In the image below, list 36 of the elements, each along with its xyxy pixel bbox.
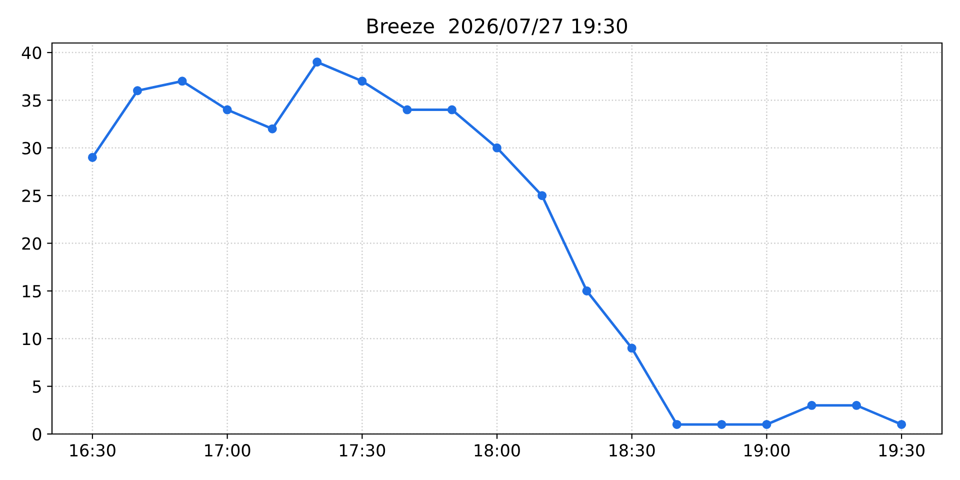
point	[88, 152, 97, 162]
point	[312, 58, 322, 67]
point	[492, 143, 502, 152]
y-tick-label: 35	[22, 94, 41, 107]
point	[268, 124, 277, 134]
x-tick-label: 16:30	[70, 444, 116, 457]
x-tick-label: 18:00	[474, 444, 520, 457]
point	[178, 76, 187, 86]
point	[852, 400, 862, 410]
y-tick-label: 30	[22, 142, 42, 154]
y-tick-label: 20	[22, 237, 42, 250]
x-tick-label: 19:30	[879, 444, 924, 457]
y-tick-label: 0	[32, 428, 42, 441]
x-tick-label: 18:30	[610, 444, 655, 457]
y-tick-label: 5	[32, 380, 41, 393]
y-tick-label: 10	[22, 332, 42, 346]
point	[132, 86, 142, 96]
point	[582, 286, 592, 296]
x-tick-label: 17:30	[340, 444, 386, 457]
point	[222, 105, 232, 114]
point	[717, 420, 726, 429]
point	[538, 191, 547, 200]
point	[627, 344, 636, 353]
x-tick-label: 17:00	[205, 444, 250, 457]
x-tick-label: 19:00	[744, 444, 790, 457]
point	[358, 76, 367, 86]
chart-title: Breeze 2026/07/27 19:30	[368, 18, 628, 36]
y-tick-label: 25	[22, 190, 41, 202]
point	[897, 420, 906, 429]
y-tick-label: 15	[22, 285, 41, 298]
point	[807, 400, 816, 410]
y-tick-label: 40	[22, 46, 42, 60]
point	[762, 420, 772, 429]
point	[672, 420, 682, 429]
point	[402, 105, 412, 114]
point	[447, 105, 456, 114]
